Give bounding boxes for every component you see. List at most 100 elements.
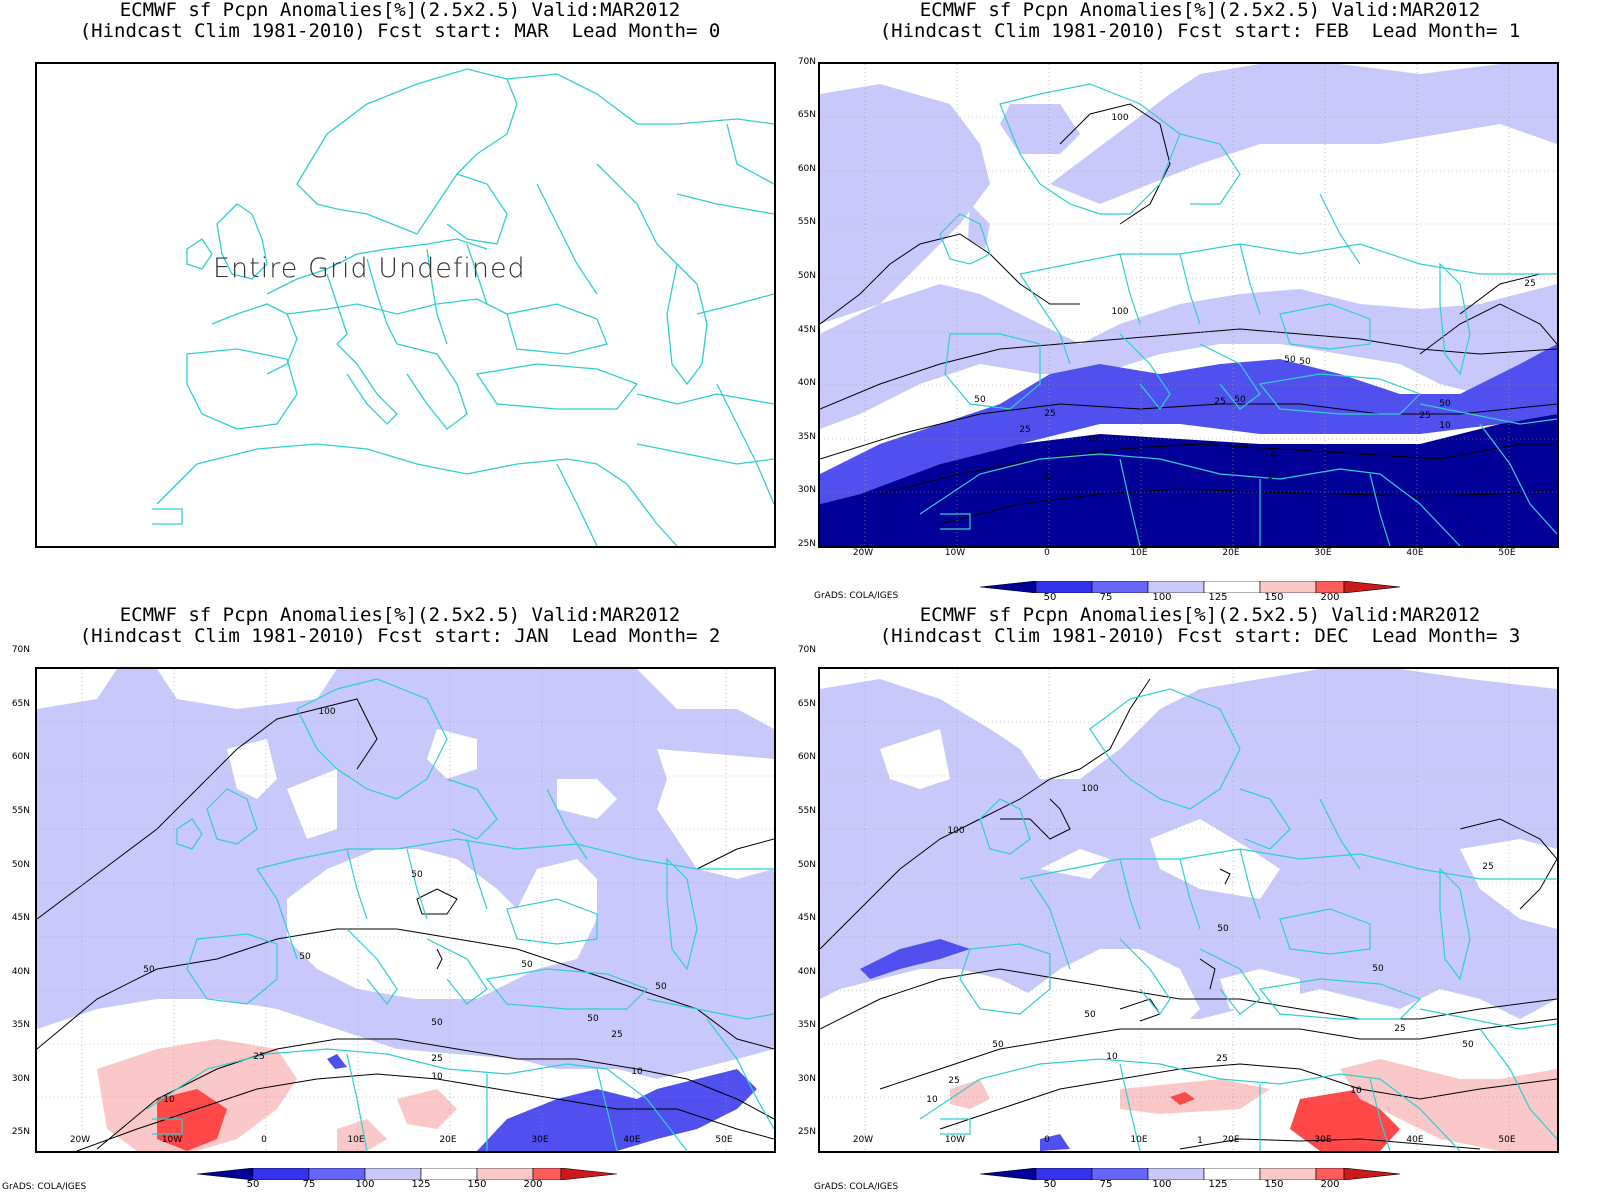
lat-label: 65N <box>11 699 30 709</box>
colorbar <box>979 1165 1401 1181</box>
grads-credit: GrADS: COLA/IGES <box>814 591 899 601</box>
contour-label: 10 <box>163 1095 175 1105</box>
contour-label: 50 <box>974 395 986 405</box>
lon-label: 40E <box>1406 548 1424 558</box>
map-frame: 100 50 50 50 50 50 50 25 25 10 10 10 50 … <box>35 667 776 1153</box>
lon-label: 10E <box>347 1135 365 1145</box>
contour-label: 25 <box>1044 409 1055 419</box>
contour-label: 50 <box>1234 395 1246 405</box>
colorbar-tick: 50 <box>1043 1179 1057 1190</box>
contour-label: 50 <box>1284 355 1296 365</box>
lat-label: 65N <box>797 699 816 709</box>
anomaly-map: 100 100 50 50 50 50 25 10 10 10 25 50 25… <box>820 669 1557 1151</box>
lon-label: 20E <box>439 1135 457 1145</box>
colorbar-tick: 200 <box>1320 1179 1340 1190</box>
lon-label: 40E <box>1406 1135 1424 1145</box>
grads-credit: GrADS: COLA/IGES <box>814 1182 899 1192</box>
contour-label: 50 <box>1372 964 1384 974</box>
lat-label: 60N <box>797 164 816 174</box>
lon-label: 40E <box>623 1135 641 1145</box>
lon-label: 30E <box>1314 548 1332 558</box>
lat-label: 25N <box>797 539 816 549</box>
contour-label: 25 <box>1482 862 1493 872</box>
colorbar-tick: 200 <box>1320 592 1340 603</box>
lat-label: 30N <box>797 1074 816 1084</box>
lat-label: 55N <box>797 806 816 816</box>
panel-lead-0: ECMWF sf Pcpn Anomalies[%](2.5x2.5) Vali… <box>0 0 800 600</box>
lat-label: 55N <box>797 217 816 227</box>
grads-credit: GrADS: COLA/IGES <box>2 1182 87 1192</box>
contour-label: 50 <box>1299 357 1311 367</box>
contour-label: 25 <box>1419 411 1430 421</box>
contour-label: 25 <box>253 1052 264 1062</box>
colorbar-tick: 100 <box>355 1179 375 1190</box>
contour-label: 50 <box>1462 1040 1474 1050</box>
contour-label: 100 <box>947 826 964 836</box>
panel-lead-1: ECMWF sf Pcpn Anomalies[%](2.5x2.5) Vali… <box>798 0 1600 603</box>
contour-label: 25 <box>1214 397 1225 407</box>
colorbar-scale <box>979 580 1401 594</box>
lat-label: 45N <box>797 913 816 923</box>
lat-label: 45N <box>11 913 30 923</box>
map-frame: 100 100 50 50 50 50 25 10 10 10 25 50 25… <box>818 667 1559 1153</box>
contour-label: 1 <box>1045 472 1051 482</box>
contour-label: 25 <box>1019 425 1030 435</box>
panel-title-line2: (Hindcast Clim 1981-2010) Fcst start: JA… <box>79 625 721 647</box>
contour-label: 10 <box>1086 435 1098 445</box>
lat-label: 45N <box>797 325 816 335</box>
colorbar-tick: 50 <box>246 1179 260 1190</box>
lat-label: 25N <box>797 1127 816 1137</box>
contour-label: 50 <box>431 1018 443 1028</box>
lat-label: 60N <box>11 752 30 762</box>
contour-label: 100 <box>1111 307 1128 317</box>
coastline-map <box>152 68 774 546</box>
contour-label: 50 <box>655 982 667 992</box>
contour-label: 50 <box>1439 399 1451 409</box>
lon-label: 20W <box>852 548 874 558</box>
contour-label: 50 <box>521 960 533 970</box>
lon-label: 20E <box>1222 548 1240 558</box>
contour-label: 1 <box>1267 472 1273 482</box>
lat-label: 25N <box>11 1127 30 1137</box>
undefined-grid-message: Entire Grid Undefined <box>213 253 526 284</box>
lon-label: 10W <box>944 1135 966 1145</box>
contour-label: 100 <box>1081 784 1098 794</box>
lon-label: 10E <box>1130 1135 1148 1145</box>
contour-label: 25 <box>1524 279 1535 289</box>
lon-label: 30E <box>1314 1135 1332 1145</box>
colorbar-scale <box>979 1167 1401 1181</box>
lon-label: 50E <box>1498 548 1516 558</box>
contour-label: 10 <box>1264 451 1276 461</box>
colorbar-tick: 100 <box>1152 1179 1172 1190</box>
lat-label: 35N <box>11 1020 30 1030</box>
lat-label: 35N <box>797 1020 816 1030</box>
contour-label: 25 <box>1216 1054 1227 1064</box>
lat-label: 50N <box>797 860 816 870</box>
anomaly-map: 100 50 50 50 50 50 50 25 25 10 10 10 50 … <box>37 669 774 1151</box>
contour-label: 25 <box>611 1030 622 1040</box>
colorbar <box>196 1165 618 1181</box>
lon-label: 50E <box>715 1135 733 1145</box>
contour-label: 1 <box>1197 1136 1203 1146</box>
lat-label: 40N <box>797 378 816 388</box>
contour-label: 100 <box>318 707 335 717</box>
lon-label: 20W <box>69 1135 91 1145</box>
colorbar-tick: 75 <box>1099 592 1113 603</box>
colorbar-tick: 150 <box>1264 592 1284 603</box>
lon-label: 50E <box>1498 1135 1516 1145</box>
lon-label: 20E <box>1222 1135 1240 1145</box>
lon-label: 30E <box>531 1135 549 1145</box>
contour-label: 50 <box>1084 1010 1096 1020</box>
contour-label: 100 <box>1111 113 1128 123</box>
panel-title-line2: (Hindcast Clim 1981-2010) Fcst start: MA… <box>79 20 721 42</box>
contour-label: 25 <box>431 1054 442 1064</box>
lat-label: 70N <box>797 645 816 655</box>
panel-lead-3: ECMWF sf Pcpn Anomalies[%](2.5x2.5) Vali… <box>798 605 1600 1200</box>
colorbar-tick: 150 <box>467 1179 487 1190</box>
map-frame <box>35 62 776 548</box>
contour-label: 50 <box>299 952 311 962</box>
contour-label: 10 <box>926 1095 938 1105</box>
colorbar-tick: 75 <box>1099 1179 1113 1190</box>
lat-label: 50N <box>797 271 816 281</box>
lon-label: 10W <box>161 1135 183 1145</box>
